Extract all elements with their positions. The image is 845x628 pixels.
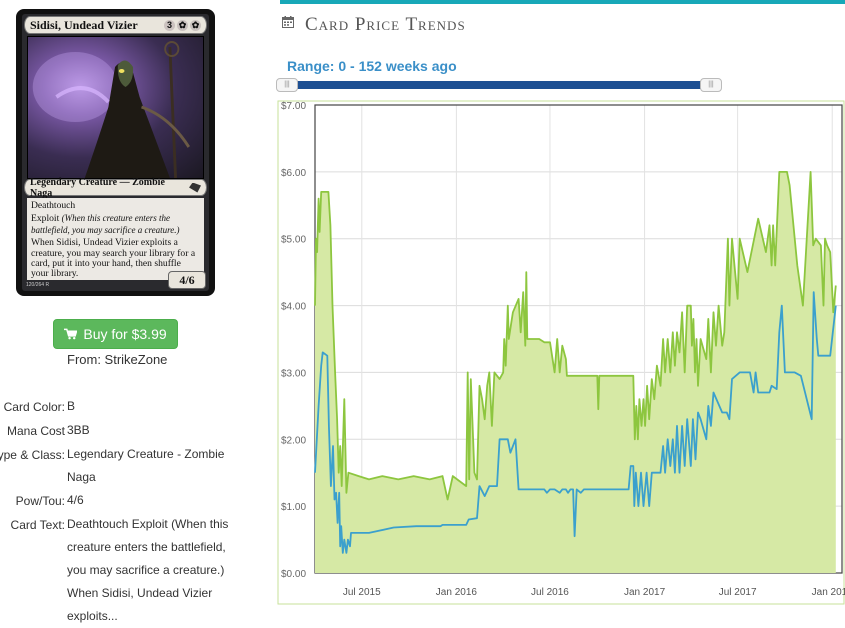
card-rules-text: Deathtouch Exploit (When this creature e… (27, 198, 204, 280)
detail-value: 4/6 (67, 493, 84, 507)
range-label: Range: 0 - 152 weeks ago (287, 58, 457, 74)
card-power-toughness: 4/6 (168, 271, 206, 289)
y-tick-label: $5.00 (281, 235, 306, 246)
detail-label: Pow/Tou: (15, 494, 65, 508)
x-tick-label: Jan 2018 (812, 587, 845, 598)
detail-row-type: Type & Class: Legendary Creature - Zombi… (0, 443, 250, 489)
y-tick-label: $2.00 (281, 435, 306, 446)
mana-black-symbol: ✿ (190, 19, 201, 31)
card-details-table: Card Color: B Mana Cost 3BB Type & Class… (0, 395, 250, 623)
range-slider-track[interactable] (286, 81, 712, 89)
mana-generic-symbol: 3 (164, 19, 175, 31)
card-image: Sidisi, Undead Vizier 3 ✿ ✿ Legendary Cr… (16, 9, 215, 296)
range-slider[interactable]: ||| ||| (276, 78, 722, 92)
x-tick-label: Jan 2016 (436, 587, 478, 598)
detail-label: Mana Cost (6, 424, 65, 438)
price-trends-header: Card Price Trends (280, 0, 845, 40)
series-area-green (315, 171, 836, 573)
detail-value: Deathtouch Exploit (When this creature e… (67, 517, 229, 623)
detail-row-mana: Mana Cost 3BB (0, 419, 250, 443)
cart-icon (64, 328, 78, 340)
set-symbol-icon (189, 182, 201, 193)
y-tick-label: $3.00 (281, 368, 306, 379)
range-slider-handle-start[interactable]: ||| (276, 78, 298, 92)
card-keyword: Deathtouch (31, 200, 76, 211)
card-ability: When Sidisi, Undead Vizier exploits a cr… (31, 237, 196, 280)
x-tick-label: Jul 2017 (719, 587, 757, 598)
series-line-blue (314, 291, 837, 554)
x-tick-label: Jul 2015 (343, 587, 381, 598)
detail-value: B (67, 399, 76, 413)
card-collector-number: 120/264 R (26, 282, 50, 288)
card-name: Sidisi, Undead Vizier (30, 17, 138, 32)
mana-cost-symbols: 3 ✿ ✿ (164, 19, 201, 31)
seller-source: From: StrikeZone (67, 352, 168, 367)
buy-button[interactable]: Buy for $3.99 (53, 319, 178, 349)
detail-label: Type & Class: (0, 448, 65, 462)
card-artwork (27, 36, 204, 179)
detail-value: 3BB (67, 423, 90, 437)
y-tick-label: $0.00 (281, 569, 306, 580)
card-type-line: Legendary Creature — Zombie Naga (30, 176, 165, 199)
detail-value: Legendary Creature - Zombie Naga (67, 447, 225, 484)
x-tick-label: Jan 2017 (624, 587, 666, 598)
card-exploit-reminder: (When this creature enters the battlefie… (31, 213, 180, 235)
card-exploit: Exploit (31, 213, 60, 225)
mana-black-symbol: ✿ (177, 19, 188, 31)
price-trends-title: Card Price Trends (305, 14, 466, 35)
calendar-icon (282, 16, 294, 28)
y-tick-label: $4.00 (281, 302, 306, 313)
buy-button-label: Buy for $3.99 (83, 326, 167, 342)
detail-label: Card Text: (10, 518, 65, 532)
y-tick-label: $6.00 (281, 168, 306, 179)
detail-label: Card Color: (3, 400, 65, 414)
detail-row-text: Card Text: Deathtouch Exploit (When this… (0, 513, 250, 623)
card-type-bar: Legendary Creature — Zombie Naga (24, 176, 207, 199)
price-chart: $0.00 $1.00 $2.00 $3.00 $4.00 $5.00 $6.00 $7.00… (277, 100, 845, 605)
range-slider-handle-end[interactable]: ||| (700, 78, 722, 92)
y-tick-label: $1.00 (281, 502, 306, 513)
y-tick-label: $7.00 (281, 101, 306, 112)
detail-row-color: Card Color: B (0, 395, 250, 419)
detail-row-pow-tou: Pow/Tou: 4/6 (0, 489, 250, 513)
card-title-bar: Sidisi, Undead Vizier 3 ✿ ✿ (24, 16, 207, 34)
series-line-green (314, 171, 837, 501)
x-tick-label: Jul 2016 (531, 587, 569, 598)
